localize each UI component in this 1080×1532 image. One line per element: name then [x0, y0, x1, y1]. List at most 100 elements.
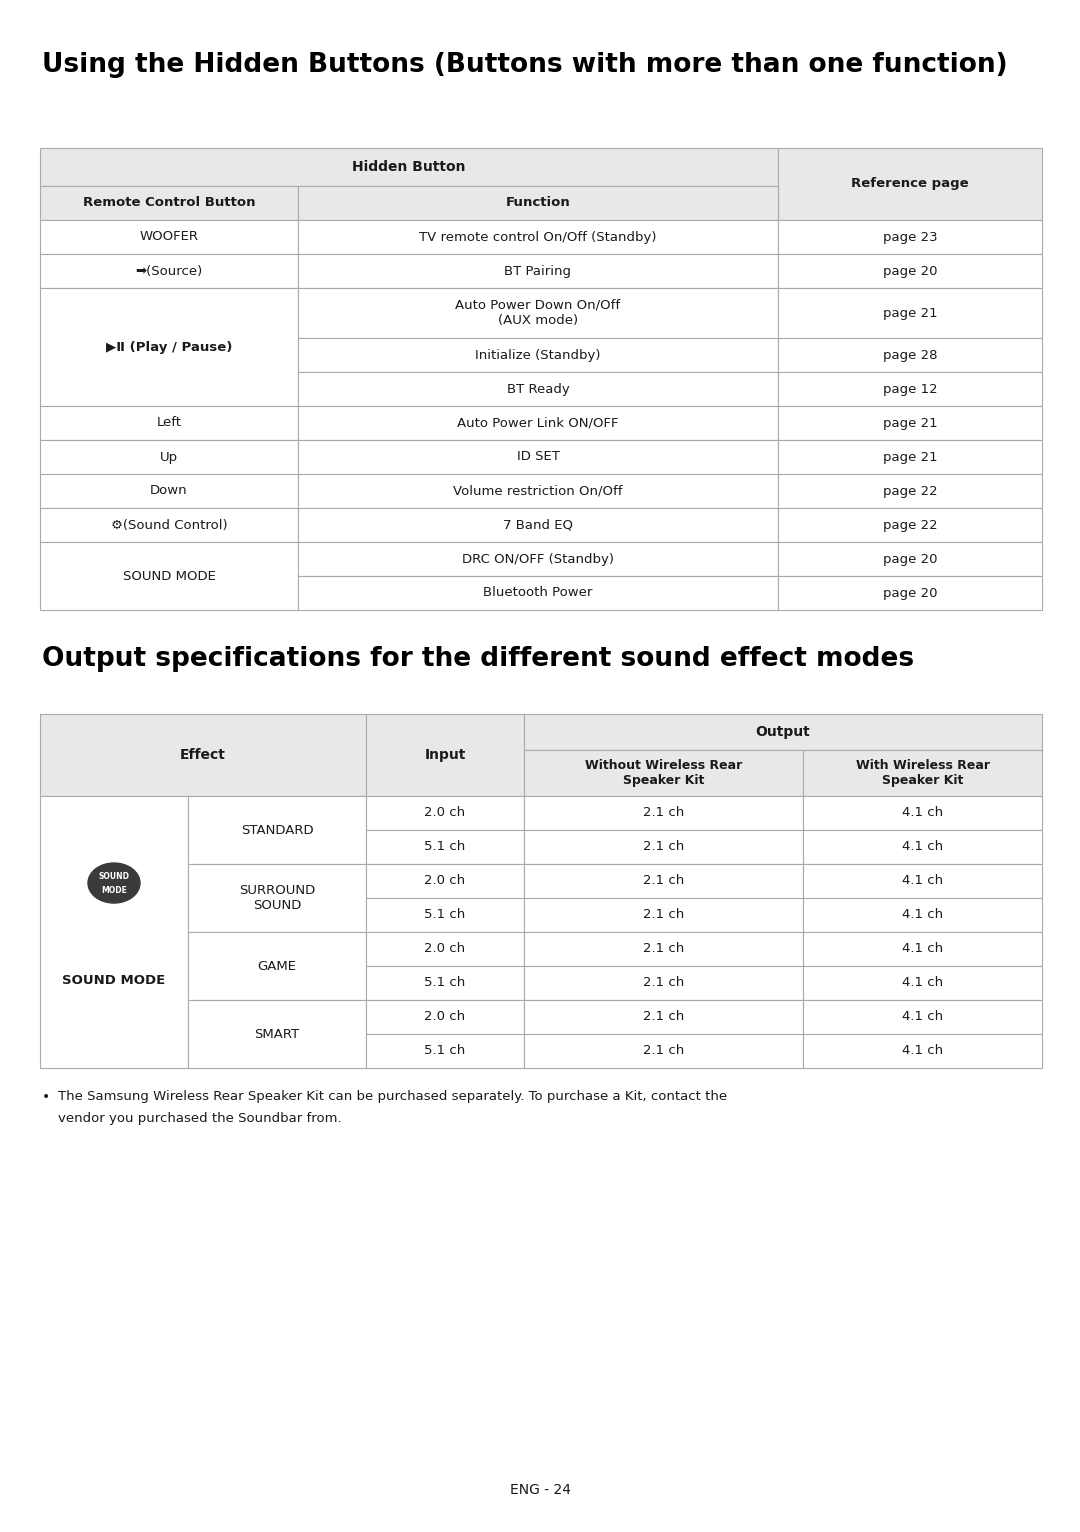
Text: 2.0 ch: 2.0 ch — [424, 942, 465, 956]
Bar — [804, 898, 1042, 931]
Text: 2.1 ch: 2.1 ch — [643, 806, 684, 820]
Text: 4.1 ch: 4.1 ch — [902, 841, 943, 853]
Text: 2.0 ch: 2.0 ch — [424, 806, 465, 820]
Bar — [804, 967, 1042, 1000]
Text: 2.1 ch: 2.1 ch — [643, 1045, 684, 1057]
Bar — [366, 1034, 524, 1068]
Bar — [40, 221, 298, 254]
Text: 2.1 ch: 2.1 ch — [643, 908, 684, 922]
Text: 5.1 ch: 5.1 ch — [424, 841, 465, 853]
Text: Down: Down — [150, 484, 188, 498]
Bar — [188, 1000, 366, 1068]
Text: Remote Control Button: Remote Control Button — [83, 196, 255, 210]
Bar — [366, 931, 524, 967]
Bar — [40, 797, 188, 1068]
Text: Effect: Effect — [180, 748, 226, 761]
Text: The Samsung Wireless Rear Speaker Kit can be purchased separately. To purchase a: The Samsung Wireless Rear Speaker Kit ca… — [58, 1089, 727, 1103]
Bar — [778, 576, 1042, 610]
Bar — [40, 542, 298, 610]
Bar — [778, 149, 1042, 221]
Text: BT Pairing: BT Pairing — [504, 265, 571, 277]
Bar — [188, 931, 366, 1000]
Text: page 28: page 28 — [882, 348, 937, 362]
Text: 4.1 ch: 4.1 ch — [902, 1045, 943, 1057]
Text: SMART: SMART — [255, 1028, 299, 1040]
Bar — [40, 509, 298, 542]
Bar — [366, 1000, 524, 1034]
Text: 4.1 ch: 4.1 ch — [902, 875, 943, 887]
Text: 2.1 ch: 2.1 ch — [643, 942, 684, 956]
Text: ID SET: ID SET — [516, 450, 559, 464]
Text: 2.1 ch: 2.1 ch — [643, 1011, 684, 1023]
Bar — [298, 254, 778, 288]
Bar — [524, 1000, 804, 1034]
Text: 5.1 ch: 5.1 ch — [424, 908, 465, 922]
Bar — [298, 509, 778, 542]
Bar — [298, 185, 778, 221]
Text: 7 Band EQ: 7 Band EQ — [503, 518, 573, 532]
Text: 4.1 ch: 4.1 ch — [902, 806, 943, 820]
Bar — [40, 440, 298, 473]
Bar — [298, 576, 778, 610]
Text: Auto Power Down On/Off
(AUX mode): Auto Power Down On/Off (AUX mode) — [456, 299, 621, 326]
Bar — [524, 1034, 804, 1068]
Bar — [778, 372, 1042, 406]
Bar — [298, 542, 778, 576]
Text: WOOFER: WOOFER — [139, 230, 199, 244]
Text: Using the Hidden Buttons (Buttons with more than one function): Using the Hidden Buttons (Buttons with m… — [42, 52, 1008, 78]
Text: Without Wireless Rear
Speaker Kit: Without Wireless Rear Speaker Kit — [585, 758, 742, 787]
Text: 4.1 ch: 4.1 ch — [902, 908, 943, 922]
Text: ⚙(Sound Control): ⚙(Sound Control) — [110, 518, 227, 532]
Bar — [778, 339, 1042, 372]
Text: DRC ON/OFF (Standby): DRC ON/OFF (Standby) — [462, 553, 615, 565]
Text: Function: Function — [505, 196, 570, 210]
Text: page 23: page 23 — [882, 230, 937, 244]
Bar — [366, 864, 524, 898]
Bar — [804, 797, 1042, 830]
Text: 2.1 ch: 2.1 ch — [643, 976, 684, 990]
Text: page 20: page 20 — [882, 553, 937, 565]
Text: •: • — [42, 1089, 51, 1105]
Bar — [778, 542, 1042, 576]
Bar — [804, 1000, 1042, 1034]
Bar — [188, 797, 366, 864]
Bar — [366, 830, 524, 864]
Text: page 12: page 12 — [882, 383, 937, 395]
Bar — [804, 1034, 1042, 1068]
Bar — [366, 714, 524, 797]
Text: page 21: page 21 — [882, 417, 937, 429]
Bar — [298, 372, 778, 406]
Bar — [524, 751, 804, 797]
Text: Reference page: Reference page — [851, 178, 969, 190]
Bar — [40, 254, 298, 288]
Bar — [366, 898, 524, 931]
Bar — [298, 440, 778, 473]
Text: ▶Ⅱ (Play / Pause): ▶Ⅱ (Play / Pause) — [106, 340, 232, 354]
Text: Output specifications for the different sound effect modes: Output specifications for the different … — [42, 647, 914, 673]
Bar — [778, 406, 1042, 440]
Text: Bluetooth Power: Bluetooth Power — [484, 587, 593, 599]
Bar — [298, 288, 778, 339]
Text: page 21: page 21 — [882, 450, 937, 464]
Text: With Wireless Rear
Speaker Kit: With Wireless Rear Speaker Kit — [855, 758, 989, 787]
Text: 5.1 ch: 5.1 ch — [424, 1045, 465, 1057]
Text: page 20: page 20 — [882, 587, 937, 599]
Text: ENG - 24: ENG - 24 — [510, 1483, 570, 1497]
Bar — [524, 931, 804, 967]
Bar — [40, 149, 778, 185]
Text: Auto Power Link ON/OFF: Auto Power Link ON/OFF — [457, 417, 619, 429]
Ellipse shape — [87, 863, 140, 902]
Text: 5.1 ch: 5.1 ch — [424, 976, 465, 990]
Bar — [804, 864, 1042, 898]
Text: GAME: GAME — [257, 959, 297, 973]
Bar — [778, 440, 1042, 473]
Text: SOUND MODE: SOUND MODE — [63, 974, 165, 988]
Text: 2.0 ch: 2.0 ch — [424, 1011, 465, 1023]
Text: 4.1 ch: 4.1 ch — [902, 1011, 943, 1023]
Text: Hidden Button: Hidden Button — [352, 159, 465, 175]
Text: Input: Input — [424, 748, 465, 761]
Bar — [40, 288, 298, 406]
Bar — [298, 339, 778, 372]
Bar — [778, 288, 1042, 339]
Bar — [366, 967, 524, 1000]
